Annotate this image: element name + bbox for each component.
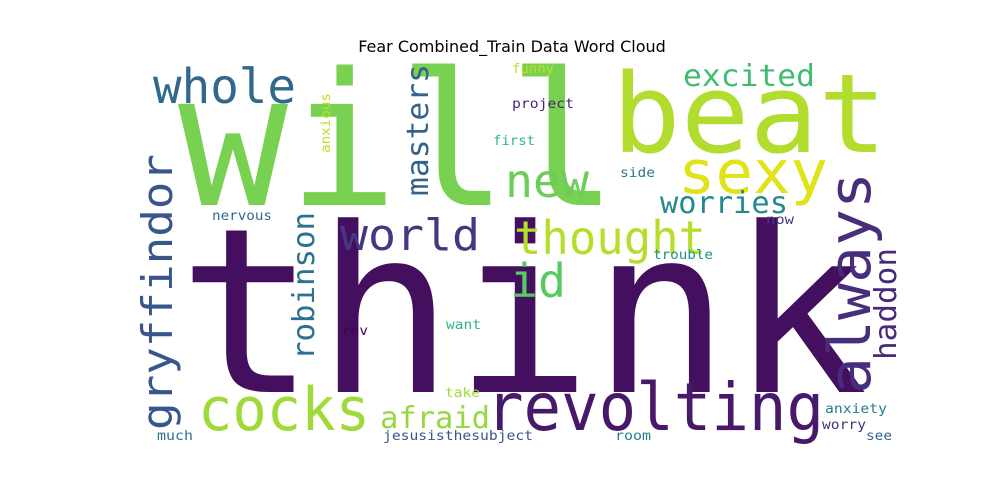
word-whole: whole (153, 59, 296, 115)
word-thought: thought (514, 211, 706, 265)
word-jesusisthesubject: jesusisthesubject (383, 429, 533, 444)
word-cocks: cocks (198, 375, 370, 445)
chart-title: Fear Combined_Train Data Word Cloud (358, 37, 666, 57)
word-world: world (340, 210, 480, 261)
word-new: new (505, 154, 589, 208)
word-think: think (178, 180, 868, 447)
word-masters: masters (401, 64, 436, 196)
word-anxiety: anxiety (825, 402, 887, 417)
word-haddon: haddon (869, 248, 904, 360)
word-project: project (512, 97, 574, 112)
word-afraid: afraid (380, 401, 490, 436)
word-much: much (157, 429, 193, 444)
word-want: want (446, 318, 481, 333)
word-see: see (866, 429, 892, 444)
word-now: now (766, 213, 794, 228)
word-first: first (493, 134, 535, 149)
word-anxious: anxious (319, 93, 334, 153)
word-take: take (445, 386, 480, 401)
word-sexy: sexy (678, 138, 828, 208)
word-excited: excited (683, 59, 815, 94)
word-trouble: trouble (653, 248, 713, 263)
word-id: id (510, 254, 566, 308)
word-nervous: nervous (212, 209, 272, 224)
word-always: always (816, 172, 884, 394)
word-funny: funny (512, 62, 554, 77)
word-revolting: revolting (486, 369, 824, 446)
word-beat: beat (612, 50, 887, 178)
word-worry: worry (822, 418, 866, 433)
word-gryffindor: gryffindor (133, 154, 182, 430)
word-side: side (620, 166, 655, 181)
word-room: room (615, 429, 651, 444)
word-robinson: robinson (287, 212, 322, 360)
word-worries: worries (660, 186, 788, 221)
word-rev: rev (342, 324, 368, 339)
word-will: will (178, 33, 618, 249)
